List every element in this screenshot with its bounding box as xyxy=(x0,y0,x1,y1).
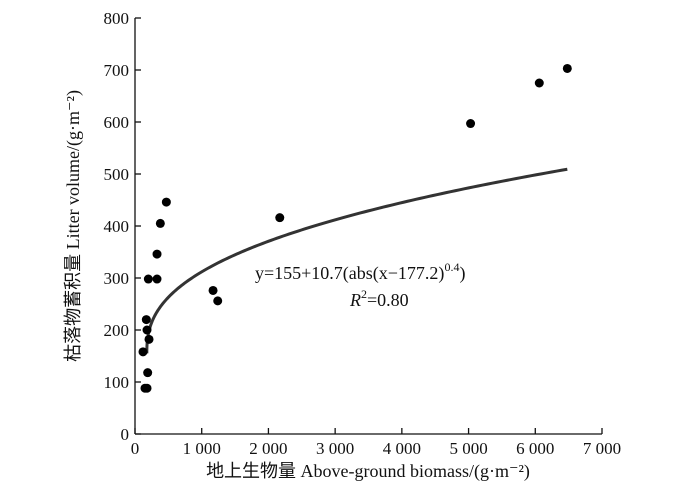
y-axis-title: 枯落物蓄积量 Litter volume/(g·m⁻²) xyxy=(63,90,84,362)
data-point xyxy=(152,274,162,284)
data-point xyxy=(143,274,153,284)
equation-close: ) xyxy=(459,263,465,284)
r-squared-label: R2=0.80 xyxy=(349,287,409,310)
x-tick-label: 6 000 xyxy=(516,439,554,458)
x-axis-title: 地上生物量 Above-ground biomass/(g·m⁻²) xyxy=(206,461,530,482)
y-tick-label: 200 xyxy=(104,321,130,340)
y-tick-label: 100 xyxy=(104,373,130,392)
data-point xyxy=(155,218,165,228)
x-tick-label: 3 000 xyxy=(316,439,354,458)
y-tick-label: 800 xyxy=(104,9,130,28)
data-point xyxy=(142,325,152,335)
r-squared-symbol: R xyxy=(349,290,361,310)
data-point xyxy=(152,249,162,259)
data-point xyxy=(208,285,218,295)
data-point xyxy=(275,213,285,223)
data-point xyxy=(138,347,148,357)
x-tick-label: 7 000 xyxy=(583,439,621,458)
x-tick-label: 2 000 xyxy=(249,439,287,458)
data-point xyxy=(141,315,151,325)
data-point xyxy=(213,296,223,306)
y-tick-label: 600 xyxy=(104,113,130,132)
x-tick-label: 4 000 xyxy=(383,439,421,458)
data-point xyxy=(143,368,153,378)
axes xyxy=(134,18,602,435)
ticks: 0 1 000 2 000 3 000 4 000 5 000 6 000 7 000 0 100… xyxy=(104,9,622,458)
x-tick-label: 5 000 xyxy=(449,439,487,458)
r-squared-sup: 2 xyxy=(361,287,367,301)
y-tick-label: 400 xyxy=(104,217,130,236)
x-tick-label: 1 000 xyxy=(183,439,221,458)
y-tick-label: 700 xyxy=(104,61,130,80)
equation-text: y=155+10.7(abs(x−177.2) xyxy=(255,263,444,284)
data-point xyxy=(534,78,544,88)
data-points xyxy=(138,63,572,393)
x-tick-label: 0 xyxy=(131,439,140,458)
data-point xyxy=(142,383,152,393)
y-tick-label: 0 xyxy=(121,425,130,444)
r-squared-value: =0.80 xyxy=(367,290,409,310)
y-tick-label: 300 xyxy=(104,269,130,288)
data-point xyxy=(562,63,572,73)
data-point xyxy=(161,197,171,207)
data-point xyxy=(144,334,154,344)
equation-label: y=155+10.7(abs(x−177.2)0.4) xyxy=(255,260,465,284)
y-tick-label: 500 xyxy=(104,165,130,184)
data-point xyxy=(466,119,476,129)
fit-curve xyxy=(145,167,568,354)
equation-exponent: 0.4 xyxy=(444,260,459,274)
